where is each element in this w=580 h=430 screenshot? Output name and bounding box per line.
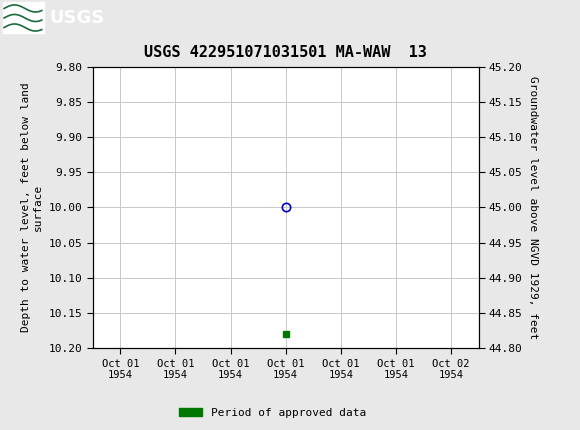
Legend: Period of approved data: Period of approved data <box>175 403 370 422</box>
Y-axis label: Depth to water level, feet below land
surface: Depth to water level, feet below land su… <box>21 83 43 332</box>
Y-axis label: Groundwater level above NGVD 1929, feet: Groundwater level above NGVD 1929, feet <box>528 76 538 339</box>
Title: USGS 422951071031501 MA-WAW  13: USGS 422951071031501 MA-WAW 13 <box>144 45 427 60</box>
FancyBboxPatch shape <box>3 2 43 33</box>
Text: USGS: USGS <box>49 9 104 27</box>
